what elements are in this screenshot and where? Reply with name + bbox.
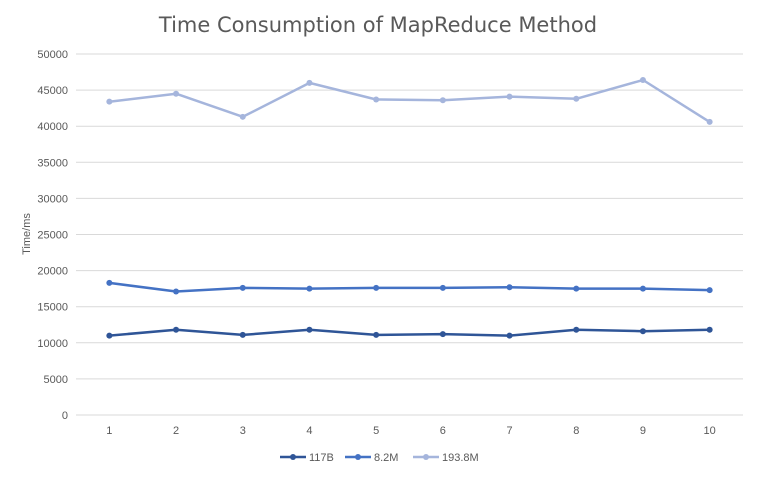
legend-marker <box>423 454 429 460</box>
data-point <box>706 118 713 125</box>
data-point <box>573 326 580 333</box>
x-tick-label: 10 <box>704 425 716 437</box>
data-point <box>306 79 313 86</box>
series-line-1 <box>109 281 710 293</box>
data-point <box>306 285 313 292</box>
x-tick-label: 6 <box>440 425 446 437</box>
x-tick-label: 8 <box>573 425 579 437</box>
gridlines <box>76 53 743 416</box>
data-point <box>439 331 446 338</box>
legend-marker <box>290 454 296 460</box>
legend: 117B 8.2M 193.8M <box>280 452 479 464</box>
data-point <box>506 332 513 339</box>
data-point <box>439 284 446 291</box>
y-tick-label: 30000 <box>37 193 68 205</box>
y-axis-label: Time/ms <box>21 213 33 255</box>
data-point <box>239 113 246 120</box>
data-point <box>506 93 513 100</box>
data-point <box>573 285 580 292</box>
series-group <box>106 76 713 339</box>
y-axis-ticks: 0 5000 10000 15000 20000 25000 30000 35000 40000… <box>37 49 68 422</box>
x-tick-label: 7 <box>506 425 512 437</box>
data-point <box>373 96 380 103</box>
y-tick-label: 5000 <box>44 374 68 386</box>
data-point <box>239 331 246 338</box>
x-tick-label: 9 <box>640 425 646 437</box>
y-tick-label: 35000 <box>37 157 68 169</box>
y-tick-label: 45000 <box>37 85 68 97</box>
x-tick-label: 2 <box>173 425 179 437</box>
x-tick-label: 1 <box>106 425 112 437</box>
series-line-0 <box>109 328 710 337</box>
data-point <box>106 98 113 105</box>
x-tick-label: 4 <box>306 425 312 437</box>
chart-title: Time Consumption of MapReduce Method <box>158 13 597 37</box>
y-tick-label: 40000 <box>37 121 68 133</box>
data-point <box>706 287 713 294</box>
data-point <box>306 326 313 333</box>
data-point <box>239 284 246 291</box>
x-axis-ticks: 1 2 3 4 5 6 7 8 9 10 <box>106 425 715 437</box>
data-point <box>506 284 513 291</box>
data-point <box>639 328 646 335</box>
y-tick-label: 25000 <box>37 230 68 242</box>
x-tick-label: 3 <box>240 425 246 437</box>
data-point <box>373 331 380 338</box>
series-line-2 <box>109 78 711 123</box>
data-point <box>573 95 580 102</box>
data-point <box>106 279 113 286</box>
x-tick-label: 5 <box>373 425 379 437</box>
data-point <box>706 326 713 333</box>
y-tick-label: 50000 <box>37 49 68 61</box>
legend-marker <box>355 454 361 460</box>
legend-label: 8.2M <box>374 452 398 464</box>
data-point <box>173 326 180 333</box>
legend-label: 117B <box>309 452 334 464</box>
data-point <box>439 97 446 104</box>
data-point <box>173 288 180 295</box>
y-tick-label: 10000 <box>37 338 68 350</box>
data-point <box>106 332 113 339</box>
data-point <box>639 285 646 292</box>
data-point <box>173 90 180 97</box>
legend-label: 193.8M <box>442 452 479 464</box>
data-point <box>639 76 646 83</box>
y-tick-label: 20000 <box>37 266 68 278</box>
data-point <box>373 284 380 291</box>
y-tick-label: 0 <box>62 410 68 422</box>
y-tick-label: 15000 <box>37 302 68 314</box>
